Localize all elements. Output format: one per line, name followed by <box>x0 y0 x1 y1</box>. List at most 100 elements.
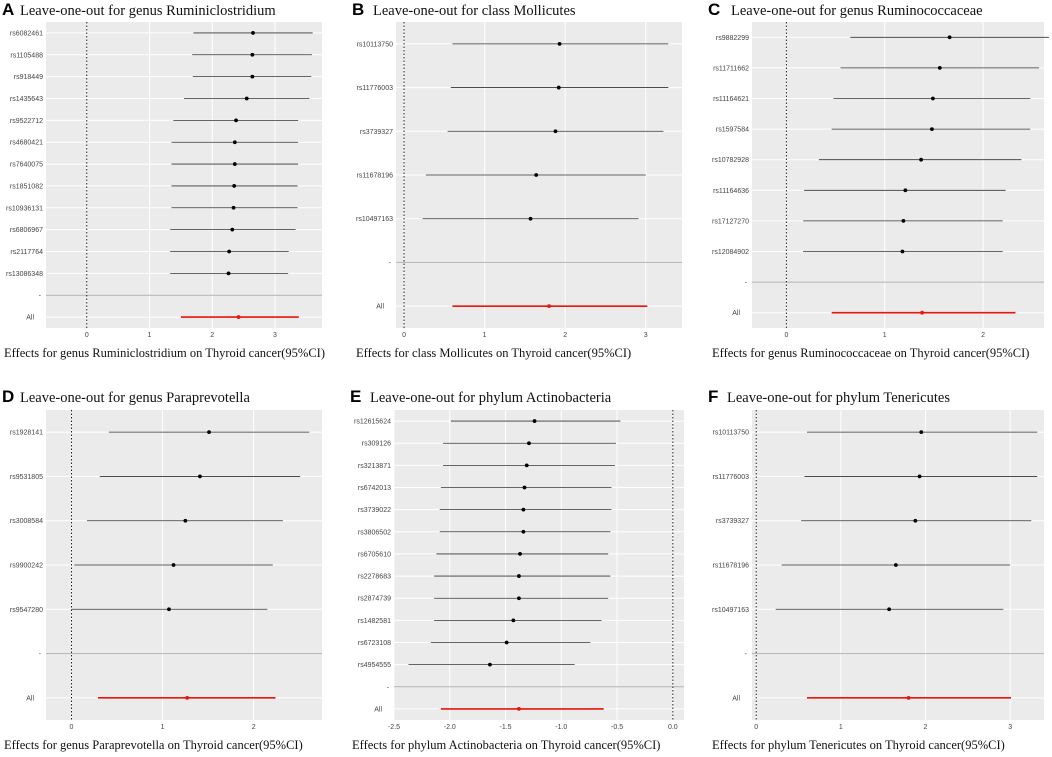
x-tick-label: 0.0 <box>668 724 678 731</box>
snp-label: rs2874739 <box>358 596 391 603</box>
estimate-point <box>522 485 527 490</box>
snp-label: rs6742013 <box>358 485 391 492</box>
snp-label: rs2278683 <box>358 574 391 581</box>
estimate-point <box>524 463 529 468</box>
x-tick-label: 1 <box>148 332 152 339</box>
estimate-point <box>893 563 898 567</box>
estimate-point <box>207 430 211 435</box>
estimate-point <box>517 574 521 578</box>
estimate-point <box>917 474 922 479</box>
snp-label: rs7640075 <box>10 162 43 169</box>
x-tick-label: -1.0 <box>555 724 567 731</box>
panel-xlabel: Effects for class Mollicutes on Thyroid … <box>356 346 632 360</box>
snp-label: rs1105488 <box>10 52 43 59</box>
x-tick-label: -0.5 <box>611 724 623 731</box>
estimate-point <box>901 219 906 223</box>
panel-title: Leave-one-out for phylum Actinobacteria <box>370 390 612 406</box>
snp-label: rs4954555 <box>358 662 391 669</box>
estimate-point <box>931 96 935 101</box>
snp-label: rs12615624 <box>354 419 391 426</box>
x-tick-label: 1 <box>839 724 843 731</box>
snp-label: rs11776003 <box>357 85 394 92</box>
snp-label: rs6806967 <box>10 227 43 234</box>
snp-label: rs10936131 <box>6 205 43 212</box>
x-tick-label: 2 <box>252 724 256 731</box>
estimate-point <box>528 216 533 221</box>
snp-label: rs1482581 <box>358 618 391 625</box>
estimate-point <box>517 596 521 601</box>
estimate-point <box>521 529 526 534</box>
estimate-point <box>919 430 924 435</box>
x-tick-label: 2 <box>981 332 985 339</box>
x-tick-label: 3 <box>273 332 277 339</box>
snp-label: rs3806502 <box>358 529 391 536</box>
snp-label: rs6723108 <box>358 640 391 647</box>
separator-label: - <box>387 684 390 691</box>
x-tick-label: 0 <box>754 724 758 731</box>
overall-label: All <box>732 310 740 317</box>
estimate-point <box>171 563 176 567</box>
snp-label: rs918449 <box>14 74 43 81</box>
estimate-point <box>226 271 231 276</box>
panel-title: Leave-one-out for class Mollicutes <box>373 3 576 19</box>
separator-label: - <box>745 651 748 658</box>
estimate-point <box>521 507 526 512</box>
snp-label: rs6705610 <box>358 551 391 558</box>
x-tick-label: -2.5 <box>388 724 400 731</box>
snp-label: rs10497163 <box>356 216 393 223</box>
panel-xlabel: Effects for genus Ruminiclostridium on T… <box>4 346 325 360</box>
estimate-point <box>511 618 516 623</box>
estimate-point <box>947 35 952 40</box>
panel-xlabel: Effects for phylum Tenericutes on Thyroi… <box>712 738 1005 752</box>
x-tick-label: 2 <box>210 332 214 339</box>
panel-title: Leave-one-out for genus Ruminococcaceae <box>731 3 983 19</box>
estimate-point <box>227 249 232 254</box>
estimate-point <box>232 140 237 145</box>
plot-background <box>752 22 1044 328</box>
overall-label: All <box>26 695 34 702</box>
estimate-point <box>532 419 537 423</box>
snp-label: rs2117764 <box>10 249 43 256</box>
estimate-point <box>556 85 561 90</box>
estimate-point <box>527 441 531 446</box>
x-tick-label: 2 <box>563 332 567 339</box>
snp-label: rs3008584 <box>10 518 43 525</box>
forest-plot-a: rs6082461 rs1105488 rs918449 rs1435643 rs952… <box>6 22 322 339</box>
snp-label: rs10497163 <box>712 607 749 614</box>
snp-label: rs309126 <box>362 441 391 448</box>
panel-title: Leave-one-out for genus Ruminiclostridiu… <box>20 3 276 19</box>
snp-label: rs3739327 <box>716 518 749 525</box>
forest-plot-e: rs12615624 rs309126 rs3213871 rs6742013 rs37… <box>354 410 684 731</box>
panel-letter: B <box>352 0 365 19</box>
snp-label: rs6082461 <box>10 30 43 37</box>
x-tick-label: 2 <box>924 724 928 731</box>
estimate-point <box>244 96 249 101</box>
panel-letter: A <box>2 0 15 19</box>
x-tick-label: 1 <box>883 332 887 339</box>
overall-estimate-point <box>236 315 241 319</box>
estimate-point <box>251 31 255 35</box>
snp-label: rs11164621 <box>713 96 749 103</box>
snp-label: rs9882299 <box>716 35 749 42</box>
snp-label: rs9900242 <box>10 563 43 570</box>
overall-label: All <box>732 695 740 702</box>
estimate-point <box>250 74 255 79</box>
snp-label: rs17127270 <box>712 218 749 225</box>
snp-label: rs3739327 <box>360 129 393 136</box>
x-tick-label: 1 <box>483 332 487 339</box>
x-tick-label: -2.0 <box>444 724 456 731</box>
estimate-point <box>250 52 255 57</box>
forest-plot-b: rs10113750 rs11776003 rs3739327 rs11678196 r… <box>356 22 682 339</box>
x-tick-label: 0 <box>85 332 89 339</box>
estimate-point <box>231 205 236 210</box>
x-tick-label: 0 <box>70 724 74 731</box>
snp-label: rs11678196 <box>713 563 750 570</box>
estimate-point <box>553 129 558 134</box>
estimate-point <box>913 518 918 523</box>
separator-label: - <box>39 651 42 658</box>
separator-label: - <box>39 293 42 300</box>
estimate-point <box>232 162 237 166</box>
overall-label: All <box>374 706 382 713</box>
panel-xlabel: Effects for genus Paraprevotella on Thyr… <box>4 738 303 752</box>
snp-label: rs11776003 <box>713 474 750 481</box>
